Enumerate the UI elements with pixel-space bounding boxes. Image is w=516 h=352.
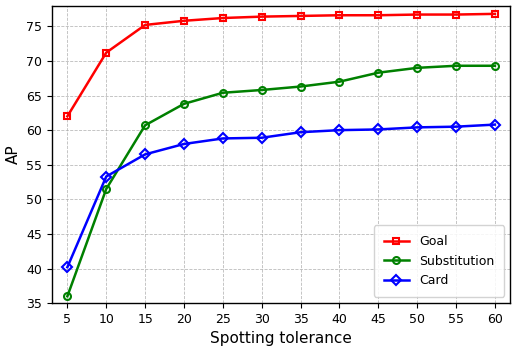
- Card: [298, 130, 304, 134]
- Goal: [142, 23, 148, 27]
- X-axis label: Spotting tolerance: Spotting tolerance: [210, 332, 352, 346]
- Line: Card: Card: [64, 121, 498, 271]
- Goal: [103, 50, 109, 55]
- Substitution: [142, 123, 148, 127]
- Card: [64, 265, 71, 269]
- Substitution: [103, 187, 109, 191]
- Card: [181, 142, 187, 146]
- Goal: [375, 13, 381, 17]
- Card: [103, 174, 109, 178]
- Substitution: [375, 71, 381, 75]
- Goal: [298, 14, 304, 18]
- Goal: [220, 16, 226, 20]
- Substitution: [414, 66, 420, 70]
- Y-axis label: AP: AP: [6, 145, 21, 164]
- Line: Substitution: Substitution: [64, 62, 498, 300]
- Goal: [64, 114, 71, 118]
- Goal: [492, 12, 498, 16]
- Card: [453, 125, 459, 129]
- Card: [375, 127, 381, 132]
- Card: [336, 128, 343, 132]
- Substitution: [453, 64, 459, 68]
- Substitution: [492, 64, 498, 68]
- Substitution: [64, 294, 71, 298]
- Goal: [414, 12, 420, 17]
- Card: [492, 122, 498, 127]
- Substitution: [220, 91, 226, 95]
- Substitution: [259, 88, 265, 92]
- Goal: [336, 13, 343, 17]
- Substitution: [336, 80, 343, 84]
- Card: [220, 136, 226, 140]
- Goal: [259, 14, 265, 19]
- Line: Goal: Goal: [64, 11, 498, 120]
- Card: [142, 152, 148, 157]
- Goal: [453, 12, 459, 17]
- Card: [259, 136, 265, 140]
- Card: [414, 125, 420, 130]
- Substitution: [181, 102, 187, 106]
- Goal: [181, 19, 187, 23]
- Substitution: [298, 84, 304, 89]
- Legend: Goal, Substitution, Card: Goal, Substitution, Card: [374, 225, 504, 297]
